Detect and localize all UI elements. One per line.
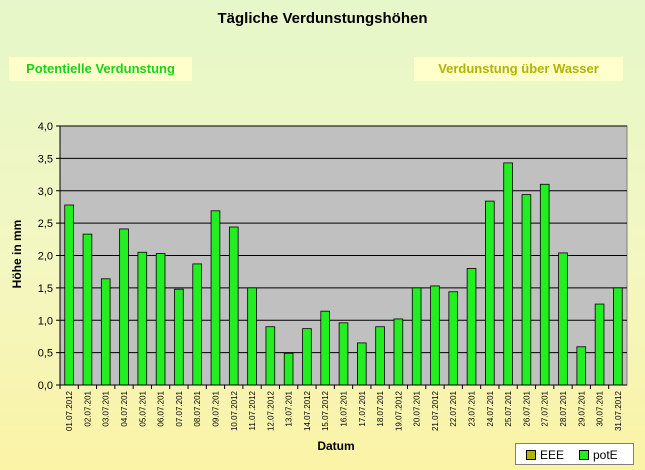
legend-item-eee: EEE — [526, 448, 564, 462]
y-tick-label: 1,0 — [38, 315, 53, 327]
x-tick-label: 17.07.201 — [358, 390, 367, 426]
x-tick-label: 27.07.201 — [541, 390, 550, 426]
x-tick-label: 09.07.201 — [211, 390, 220, 426]
x-tick-label: 13.07.201 — [285, 390, 294, 426]
x-tick-label: 12.07.2012 — [266, 390, 275, 431]
bar — [576, 346, 587, 386]
bar — [466, 268, 477, 386]
potential-evaporation-label: Potentielle Verdunstung — [9, 57, 192, 81]
y-tick-label: 4,0 — [38, 121, 53, 133]
x-tick-label: 10.07.2012 — [230, 390, 239, 431]
bar — [302, 328, 312, 386]
y-tick-label: 0,5 — [38, 348, 53, 360]
legend-label-eee: EEE — [540, 448, 565, 462]
bar — [338, 322, 349, 386]
y-axis-label: Höhe in mm — [10, 220, 24, 289]
bar — [137, 251, 148, 386]
bar — [357, 342, 367, 386]
bar — [82, 233, 93, 386]
legend-swatch-eee — [526, 450, 536, 460]
bars — [64, 162, 623, 386]
chart-title: Tägliche Verdunstungshöhen — [217, 10, 428, 27]
bar — [283, 352, 294, 386]
legend-item-pote: potE — [579, 448, 618, 462]
x-tick-label: 05.07.201 — [138, 390, 147, 426]
bar — [430, 285, 440, 386]
x-tick-label: 19.07.2012 — [394, 390, 403, 431]
bar — [521, 194, 532, 386]
x-tick-label: 07.07.201 — [175, 390, 184, 426]
x-tick-label: 30.07.201 — [596, 390, 605, 426]
water-evaporation-label: Verdunstung über Wasser — [414, 57, 623, 81]
y-tick-label: 3,5 — [38, 153, 53, 165]
x-tick-label: 23.07.201 — [468, 390, 477, 426]
bar — [119, 228, 129, 386]
x-tick-label: 04.07.201 — [120, 390, 129, 426]
bar — [64, 204, 74, 386]
bar — [485, 200, 495, 386]
bar — [594, 303, 605, 386]
x-tick-label: 25.07.201 — [504, 390, 513, 426]
bar — [320, 310, 330, 386]
legend-label-pote: potE — [593, 448, 618, 462]
x-tick-label: 11.07.2012 — [248, 390, 257, 430]
bar — [613, 287, 623, 386]
x-tick-label: 28.07.201 — [559, 390, 568, 426]
x-tick-label: 02.07.201 — [83, 390, 92, 426]
x-tick-label: 08.07.201 — [193, 390, 202, 426]
x-tick-label: 14.07.2012 — [303, 390, 312, 431]
x-tick-label: 16.07.201 — [340, 390, 349, 426]
grid-lines — [56, 125, 627, 386]
y-tick-labels: 0,0 0,5 1,0 1,5 2,0 2,5 3,0 3,5 4,0 — [38, 121, 53, 392]
x-tick-label: 18.07.201 — [376, 390, 385, 426]
x-tick-label: 06.07.201 — [157, 390, 166, 426]
bar — [174, 288, 184, 386]
x-tick-label: 24.07.201 — [486, 390, 495, 426]
bar — [448, 291, 459, 386]
x-tick-label: 31.07.2012 — [614, 390, 623, 431]
bar — [247, 287, 257, 386]
y-tick-label: 2,5 — [38, 218, 53, 230]
bar — [558, 252, 568, 386]
y-tick-label: 0,0 — [38, 380, 53, 392]
bar — [100, 278, 111, 386]
x-tick-label: 03.07.201 — [102, 390, 111, 426]
bar — [375, 326, 385, 386]
bar — [393, 318, 404, 386]
legend: EEE potE — [515, 443, 634, 465]
x-tick-label: 29.07.201 — [577, 390, 586, 426]
bar — [155, 253, 166, 386]
x-tick-label: 01.07.2012 — [65, 390, 74, 431]
x-axis-label: Datum — [317, 439, 354, 453]
bar — [265, 326, 276, 386]
x-tick-label: 21.07.2012 — [431, 390, 440, 431]
y-tick-label: 2,0 — [38, 251, 53, 263]
y-tick-label: 1,5 — [38, 283, 53, 295]
bar — [228, 226, 239, 386]
y-tick-label: 3,0 — [38, 186, 53, 198]
axes — [59, 126, 627, 389]
x-tick-label: 26.07.201 — [522, 390, 531, 426]
legend-swatch-pote — [579, 450, 589, 460]
bar — [411, 287, 422, 386]
x-tick-labels: 01.07.2012 02.07.201 03.07.201 04.07.201 05.… — [65, 390, 623, 431]
bar — [192, 263, 202, 386]
bar — [539, 183, 550, 386]
x-tick-label: 22.07.201 — [449, 390, 458, 426]
x-tick-label: 15.07.2012 — [321, 390, 330, 431]
bar — [503, 162, 513, 386]
x-tick-label: 20.07.201 — [413, 390, 422, 426]
bar — [210, 210, 221, 386]
